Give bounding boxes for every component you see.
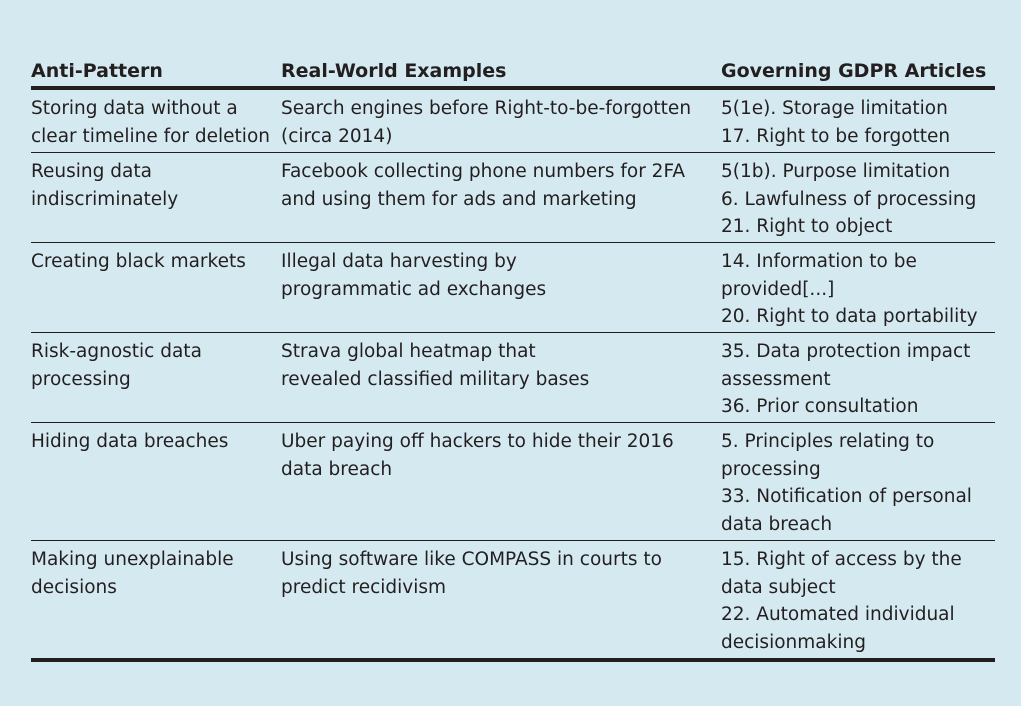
column-header-real-world-examples: Real-World Examples bbox=[281, 60, 507, 82]
articles-cell: 5. Principles relating to processing 33.… bbox=[721, 428, 972, 538]
anti-pattern-text: Risk-agnostic data bbox=[31, 341, 202, 362]
anti-pattern-text: Making unexplainable bbox=[31, 549, 234, 570]
example-text: Uber paying off hackers to hide their 20… bbox=[281, 431, 674, 452]
gdpr-anti-pattern-table: Anti-Pattern Real-World Examples Governi… bbox=[31, 56, 995, 662]
article-text: 20. Right to data portability bbox=[721, 306, 978, 327]
column-header-gdpr-articles: Governing GDPR Articles bbox=[721, 60, 987, 82]
article-text: 22. Automated individual bbox=[721, 604, 955, 625]
example-text: programmatic ad exchanges bbox=[281, 278, 547, 300]
anti-pattern-text: indiscriminately bbox=[31, 188, 179, 210]
anti-pattern-cell: Creating black markets bbox=[31, 248, 246, 276]
article-text: decisionmaking bbox=[721, 631, 866, 653]
articles-cell: 35. Data protection impact assessment 36… bbox=[721, 338, 970, 421]
anti-pattern-text: Hiding data breaches bbox=[31, 431, 229, 452]
example-text: predict recidivism bbox=[281, 576, 447, 598]
table-row: Hiding data breaches Uber paying off hac… bbox=[31, 423, 995, 541]
example-cell: Search engines before Right-to-be-forgot… bbox=[281, 95, 691, 150]
table-row: Reusing data indiscriminately Facebook c… bbox=[31, 153, 995, 243]
example-cell: Illegal data harvesting by programmatic … bbox=[281, 248, 546, 303]
article-text: provided[...] bbox=[721, 278, 835, 300]
table-row: Risk-agnostic data processing Strava glo… bbox=[31, 333, 995, 423]
anti-pattern-text: Creating black markets bbox=[31, 251, 246, 272]
article-text: 15. Right of access by the bbox=[721, 549, 962, 570]
article-text: 17. Right to be forgotten bbox=[721, 125, 951, 147]
article-text: assessment bbox=[721, 368, 831, 390]
example-text: Facebook collecting phone numbers for 2F… bbox=[281, 161, 686, 182]
example-text: data breach bbox=[281, 458, 393, 480]
articles-cell: 5(1e). Storage limitation 17. Right to b… bbox=[721, 95, 950, 150]
example-text: and using them for ads and marketing bbox=[281, 188, 637, 210]
example-text: Search engines before Right-to-be-forgot… bbox=[281, 98, 692, 119]
articles-cell: 14. Information to be provided[...] 20. … bbox=[721, 248, 978, 331]
table-row: Storing data without a clear timeline fo… bbox=[31, 90, 995, 153]
anti-pattern-text: decisions bbox=[31, 576, 117, 598]
article-text: 33. Notification of personal bbox=[721, 486, 972, 507]
example-text: revealed classified military bases bbox=[281, 368, 590, 390]
anti-pattern-cell: Making unexplainable decisions bbox=[31, 546, 234, 601]
anti-pattern-text: clear timeline for deletion bbox=[31, 125, 270, 147]
article-text: data breach bbox=[721, 513, 833, 535]
articles-cell: 15. Right of access by the data subject … bbox=[721, 546, 962, 656]
example-cell: Uber paying off hackers to hide their 20… bbox=[281, 428, 674, 483]
article-text: 5(1e). Storage limitation bbox=[721, 98, 948, 119]
articles-cell: 5(1b). Purpose limitation 6. Lawfulness … bbox=[721, 158, 976, 241]
article-text: processing bbox=[721, 458, 821, 480]
anti-pattern-cell: Reusing data indiscriminately bbox=[31, 158, 178, 213]
article-text: 21. Right to object bbox=[721, 216, 893, 237]
example-cell: Using software like COMPASS in courts to… bbox=[281, 546, 662, 601]
anti-pattern-text: Storing data without a bbox=[31, 98, 238, 119]
article-text: 14. Information to be bbox=[721, 251, 917, 272]
example-cell: Facebook collecting phone numbers for 2F… bbox=[281, 158, 685, 213]
article-text: 6. Lawfulness of processing bbox=[721, 188, 977, 210]
article-text: 36. Prior consultation bbox=[721, 396, 919, 417]
example-text: (circa 2014) bbox=[281, 125, 393, 147]
table-row: Creating black markets Illegal data harv… bbox=[31, 243, 995, 333]
anti-pattern-cell: Risk-agnostic data processing bbox=[31, 338, 202, 393]
example-text: Using software like COMPASS in courts to bbox=[281, 549, 662, 570]
anti-pattern-text: processing bbox=[31, 368, 131, 390]
table-row: Making unexplainable decisions Using sof… bbox=[31, 541, 995, 662]
anti-pattern-cell: Hiding data breaches bbox=[31, 428, 228, 456]
example-cell: Strava global heatmap that revealed clas… bbox=[281, 338, 589, 393]
column-header-anti-pattern: Anti-Pattern bbox=[31, 60, 163, 82]
article-text: data subject bbox=[721, 576, 836, 598]
article-text: 5(1b). Purpose limitation bbox=[721, 161, 951, 182]
article-text: 5. Principles relating to bbox=[721, 431, 935, 452]
example-text: Illegal data harvesting by bbox=[281, 251, 517, 272]
anti-pattern-text: Reusing data bbox=[31, 161, 152, 182]
article-text: 35. Data protection impact bbox=[721, 341, 971, 362]
table-header-row: Anti-Pattern Real-World Examples Governi… bbox=[31, 56, 995, 90]
anti-pattern-cell: Storing data without a clear timeline fo… bbox=[31, 95, 270, 150]
example-text: Strava global heatmap that bbox=[281, 341, 536, 362]
